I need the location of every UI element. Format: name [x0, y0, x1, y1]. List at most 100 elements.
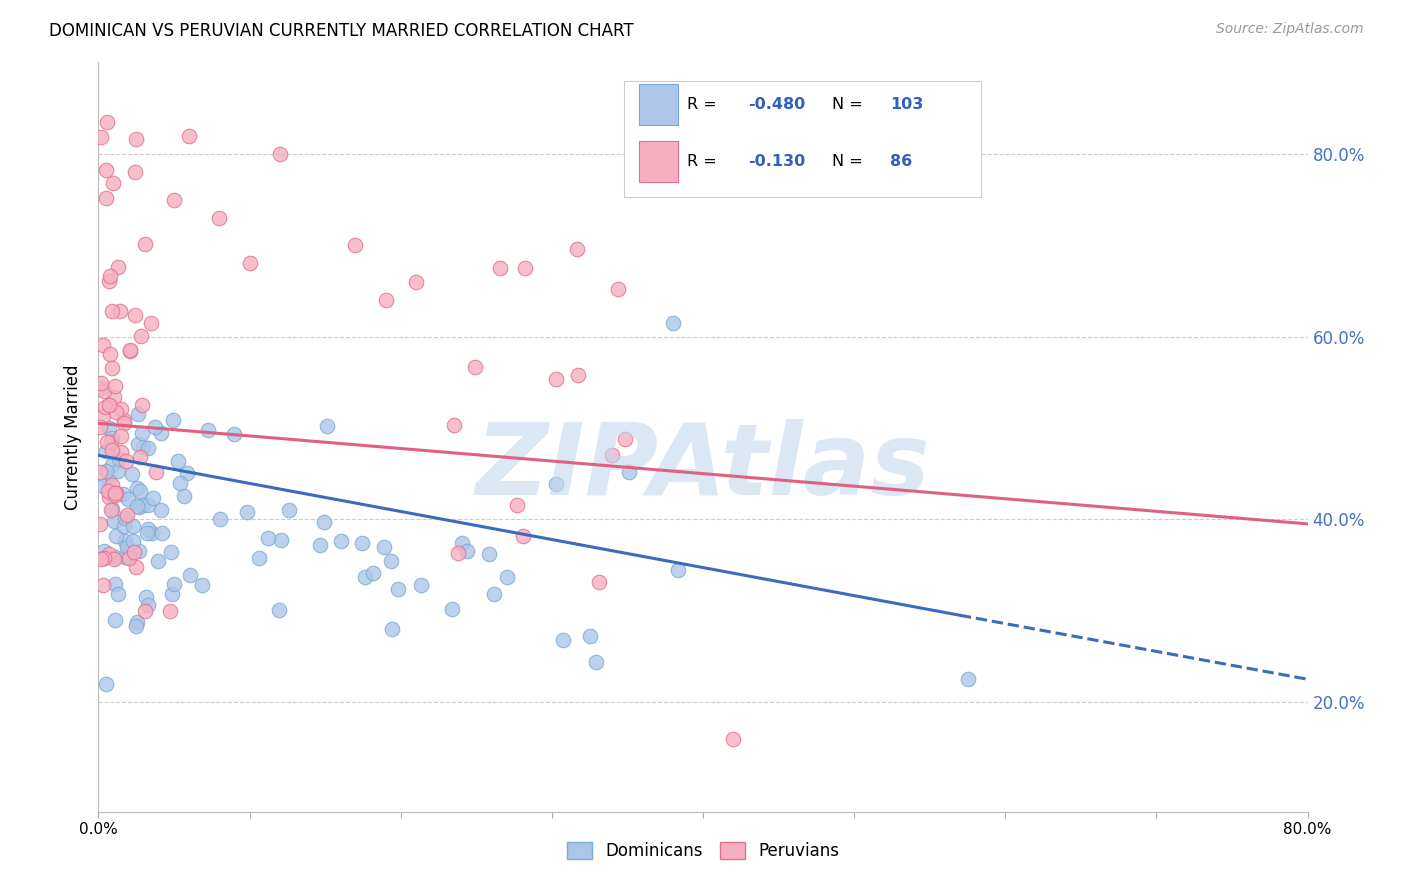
Point [125, 560, 148, 574]
Point [344, 238, 367, 252]
Point [163, 577, 186, 591]
Point [97, 490, 120, 504]
Point [131, 440, 153, 454]
Text: ZIPAtlas: ZIPAtlas [475, 418, 931, 516]
Point [150, 526, 173, 541]
Legend: Dominicans, Peruvians: Dominicans, Peruvians [561, 836, 845, 867]
Point [515, 260, 537, 275]
Point [162, 413, 184, 427]
Point [115, 454, 138, 468]
Point [89, 420, 111, 434]
Point [101, 304, 124, 318]
Text: -0.130: -0.130 [748, 154, 806, 169]
Point [149, 503, 172, 517]
Point [179, 567, 201, 582]
Point [512, 529, 534, 543]
Point [111, 487, 134, 501]
Point [110, 445, 132, 459]
Point [100, 360, 122, 375]
Point [141, 525, 163, 540]
Point [90, 376, 112, 390]
Point [91, 578, 114, 592]
Point [169, 476, 191, 491]
Point [143, 419, 166, 434]
Point [114, 534, 136, 549]
Point [141, 316, 163, 330]
Point [496, 570, 519, 584]
Point [132, 498, 155, 512]
Text: R =: R = [688, 154, 723, 169]
Point [89, 517, 111, 532]
Bar [638, 141, 678, 182]
Point [90, 381, 112, 395]
Point [90, 130, 112, 145]
Point [93, 384, 115, 398]
Point [103, 390, 125, 404]
Point [602, 448, 624, 462]
Point [125, 482, 148, 496]
Point [96, 434, 118, 449]
Point [167, 454, 190, 468]
Point [93, 551, 115, 566]
Point [163, 193, 186, 207]
Point [94, 677, 117, 691]
Point [100, 487, 122, 501]
Point [98, 421, 121, 435]
Point [90, 552, 112, 566]
Point [506, 498, 529, 512]
Bar [638, 84, 678, 125]
Point [114, 549, 136, 564]
Point [352, 536, 374, 550]
Point [117, 492, 139, 507]
Point [104, 487, 127, 501]
Point [100, 478, 122, 492]
Point [148, 554, 170, 568]
Point [107, 464, 129, 478]
Point [112, 413, 135, 427]
Point [361, 566, 384, 580]
Point [544, 477, 567, 491]
Point [125, 132, 148, 146]
Point [160, 545, 183, 559]
Point [128, 483, 150, 498]
Point [121, 467, 143, 481]
Point [478, 547, 501, 561]
Point [409, 578, 432, 592]
Point [374, 293, 396, 307]
Point [89, 465, 111, 479]
Point [104, 405, 127, 419]
Point [270, 533, 292, 547]
Point [617, 465, 640, 479]
Text: R =: R = [688, 97, 723, 112]
Point [387, 582, 409, 596]
Text: N =: N = [832, 154, 869, 169]
Point [447, 546, 470, 560]
Point [441, 601, 464, 615]
Text: DOMINICAN VS PERUVIAN CURRENTLY MARRIED CORRELATION CHART: DOMINICAN VS PERUVIAN CURRENTLY MARRIED … [49, 22, 634, 40]
FancyBboxPatch shape [624, 81, 981, 197]
Point [136, 598, 159, 612]
Point [489, 261, 512, 276]
Point [100, 502, 122, 516]
Point [124, 309, 146, 323]
Point [117, 541, 139, 556]
Point [94, 400, 117, 414]
Point [131, 426, 153, 441]
Point [110, 304, 132, 318]
Point [100, 434, 122, 449]
Point [176, 467, 198, 481]
Point [101, 458, 124, 473]
Point [134, 604, 156, 618]
Point [110, 401, 132, 416]
Point [278, 502, 301, 516]
Point [94, 163, 117, 178]
Point [381, 622, 404, 636]
Point [723, 731, 745, 746]
Point [482, 587, 505, 601]
Point [104, 549, 127, 564]
Point [613, 433, 636, 447]
Point [145, 465, 167, 479]
Point [309, 538, 332, 552]
Point [354, 569, 377, 583]
Point [222, 427, 245, 442]
